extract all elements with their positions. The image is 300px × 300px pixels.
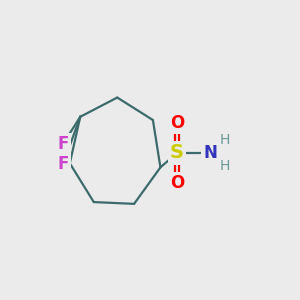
Text: S: S [170,143,184,163]
Text: F: F [57,155,69,173]
Text: H: H [219,133,230,147]
Text: F: F [57,135,69,153]
Text: O: O [170,174,184,192]
Text: N: N [203,144,217,162]
Text: H: H [219,159,230,173]
Text: O: O [170,114,184,132]
